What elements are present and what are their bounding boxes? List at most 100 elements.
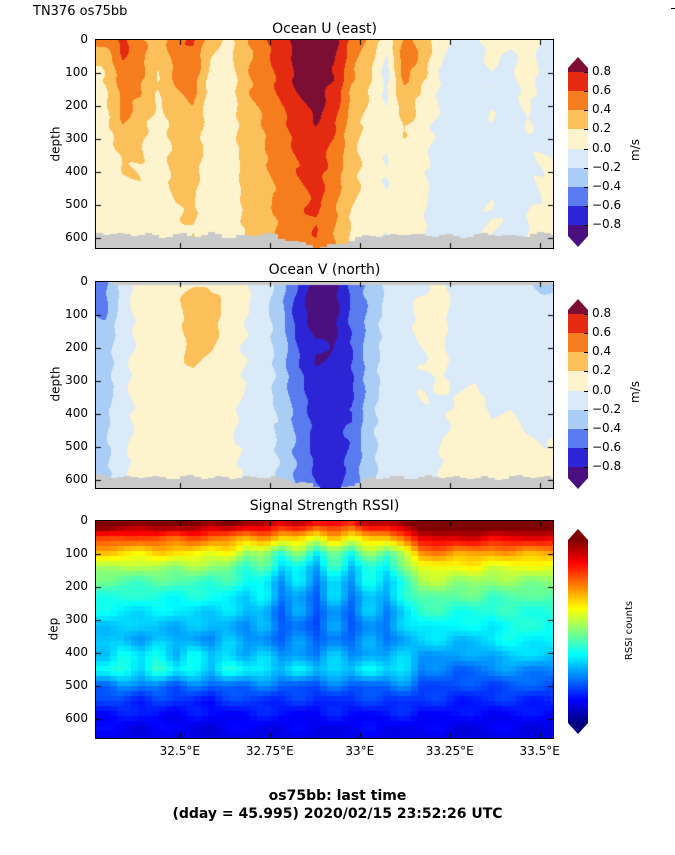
cb-segment: [568, 352, 588, 372]
ocean-v-heatmap: [95, 281, 554, 489]
cb-tickmark: [584, 110, 588, 112]
cb-tick-−0.6: −0.6: [592, 439, 622, 454]
cb-segment: [568, 91, 588, 111]
cb-arrow-top: [568, 57, 588, 68]
cb-tickmark: [584, 167, 588, 169]
ytick-label-depth-300: 300: [65, 131, 88, 145]
cb-segment: [568, 390, 588, 410]
rssi-cb-tickmark: [671, 8, 675, 10]
cb-tickmark: [584, 148, 588, 150]
ytick-label-depth-400: 400: [65, 406, 88, 420]
ytick-label-depth-0: 0: [80, 32, 88, 46]
cb-tick-0.8: 0.8: [592, 64, 612, 78]
cb-tick-0.6: 0.6: [592, 83, 612, 98]
ocean-u-heatmap: [95, 39, 554, 249]
rssi-colorbar: [568, 540, 588, 723]
cb-segment: [568, 447, 588, 467]
cb-tickmark: [584, 467, 588, 468]
cb-tick-−0.4: −0.4: [592, 178, 622, 193]
ytick-label-depth-100: 100: [65, 65, 88, 79]
ytick-label-dep-200: 200: [65, 579, 88, 593]
figure-suptitle: TN376 os75bb: [33, 4, 128, 19]
cb-segment: [568, 110, 588, 130]
cb-segment: [568, 333, 588, 353]
cb-tickmark: [584, 91, 588, 93]
cb-tick-−0.8: −0.8: [592, 217, 622, 231]
ytick-label-depth-600: 600: [65, 230, 88, 244]
cb-tick-0.2: 0.2: [592, 363, 612, 378]
ytick-label-dep-400: 400: [65, 645, 88, 659]
xtick-label-33°E: 33°E: [345, 744, 375, 758]
ytick-label-dep-500: 500: [65, 678, 88, 692]
cb-tick-0.4: 0.4: [592, 344, 612, 359]
ytick-label-depth-200: 200: [65, 98, 88, 112]
cb-arrow-top: [568, 299, 588, 310]
xtick-label-33.25°E: 33.25°E: [425, 744, 474, 758]
xtick-label-32.5°E: 32.5°E: [159, 744, 200, 758]
ytick-label-depth-500: 500: [65, 439, 88, 453]
xtick-label-32.75°E: 32.75°E: [245, 744, 294, 758]
cb-tickmark: [584, 129, 588, 131]
cb-segment: [568, 428, 588, 448]
caption-line-2: (dday = 45.995) 2020/02/15 23:52:26 UTC: [172, 806, 503, 822]
rssi-heatmap: [95, 520, 554, 739]
u-colorbar: [568, 68, 588, 236]
ytick-label-dep-600: 600: [65, 711, 88, 725]
cb-arrow-bottom: [568, 478, 588, 489]
cb-tickmark: [584, 205, 588, 207]
ytick-label-depth-500: 500: [65, 197, 88, 211]
ytick-label-depth-400: 400: [65, 164, 88, 178]
cb-segment: [568, 148, 588, 168]
cb-segment: [568, 225, 588, 236]
cb-tick-−0.4: −0.4: [592, 420, 622, 435]
cb-tickmark: [584, 428, 588, 430]
colorbar-rssi-unit: RSSI counts: [624, 600, 636, 661]
cb-tickmark: [584, 186, 588, 188]
ytick-label-dep-100: 100: [65, 546, 88, 560]
ytick-label-depth-600: 600: [65, 472, 88, 486]
xtick-label-33.5°E: 33.5°E: [519, 744, 560, 758]
cb-tickmark: [584, 371, 588, 373]
cb-segment: [568, 314, 588, 334]
cb-tickmark: [584, 447, 588, 449]
cb-tickmark: [584, 314, 588, 315]
ytick-label-depth-300: 300: [65, 373, 88, 387]
cb-segment: [568, 310, 588, 314]
cb-segment: [568, 68, 588, 72]
caption-line-1: os75bb: last time: [268, 788, 407, 804]
cb-tick-−0.2: −0.2: [592, 401, 622, 416]
panel-rssi-title: Signal Strength RSSI): [249, 498, 400, 514]
cb-tick-−0.2: −0.2: [592, 159, 622, 174]
cb-segment: [568, 467, 588, 478]
ytick-label-depth-200: 200: [65, 340, 88, 354]
cb-segment: [568, 409, 588, 429]
cb-segment: [568, 72, 588, 92]
cb-segment: [568, 186, 588, 206]
cb-tickmark: [584, 390, 588, 392]
cb-tick-0.6: 0.6: [592, 325, 612, 340]
ytick-label-depth-0: 0: [80, 274, 88, 288]
cb-tick-0.0: 0.0: [592, 140, 612, 155]
cb-tick-0.4: 0.4: [592, 102, 612, 117]
rssi-colorbar-arrow-bottom: [568, 723, 588, 734]
cb-tick-−0.6: −0.6: [592, 197, 622, 212]
panel-u-title: Ocean U (east): [272, 21, 377, 37]
cb-segment: [568, 129, 588, 149]
cb-segment: [568, 205, 588, 225]
cb-tick-0.0: 0.0: [592, 382, 612, 397]
v-colorbar: [568, 310, 588, 478]
ytick-label-dep-0: 0: [80, 513, 88, 527]
cb-arrow-bottom: [568, 236, 588, 247]
ytick-label-dep-300: 300: [65, 612, 88, 626]
cb-tickmark: [584, 72, 588, 73]
cb-segment: [568, 167, 588, 187]
cb-segment: [568, 371, 588, 391]
cb-tickmark: [584, 333, 588, 335]
cb-tick-0.8: 0.8: [592, 306, 612, 320]
cb-tick-−0.8: −0.8: [592, 459, 622, 473]
rssi-colorbar-arrow-top: [568, 529, 588, 540]
ytick-label-depth-100: 100: [65, 307, 88, 321]
cb-tickmark: [584, 409, 588, 411]
cb-tickmark: [584, 352, 588, 354]
